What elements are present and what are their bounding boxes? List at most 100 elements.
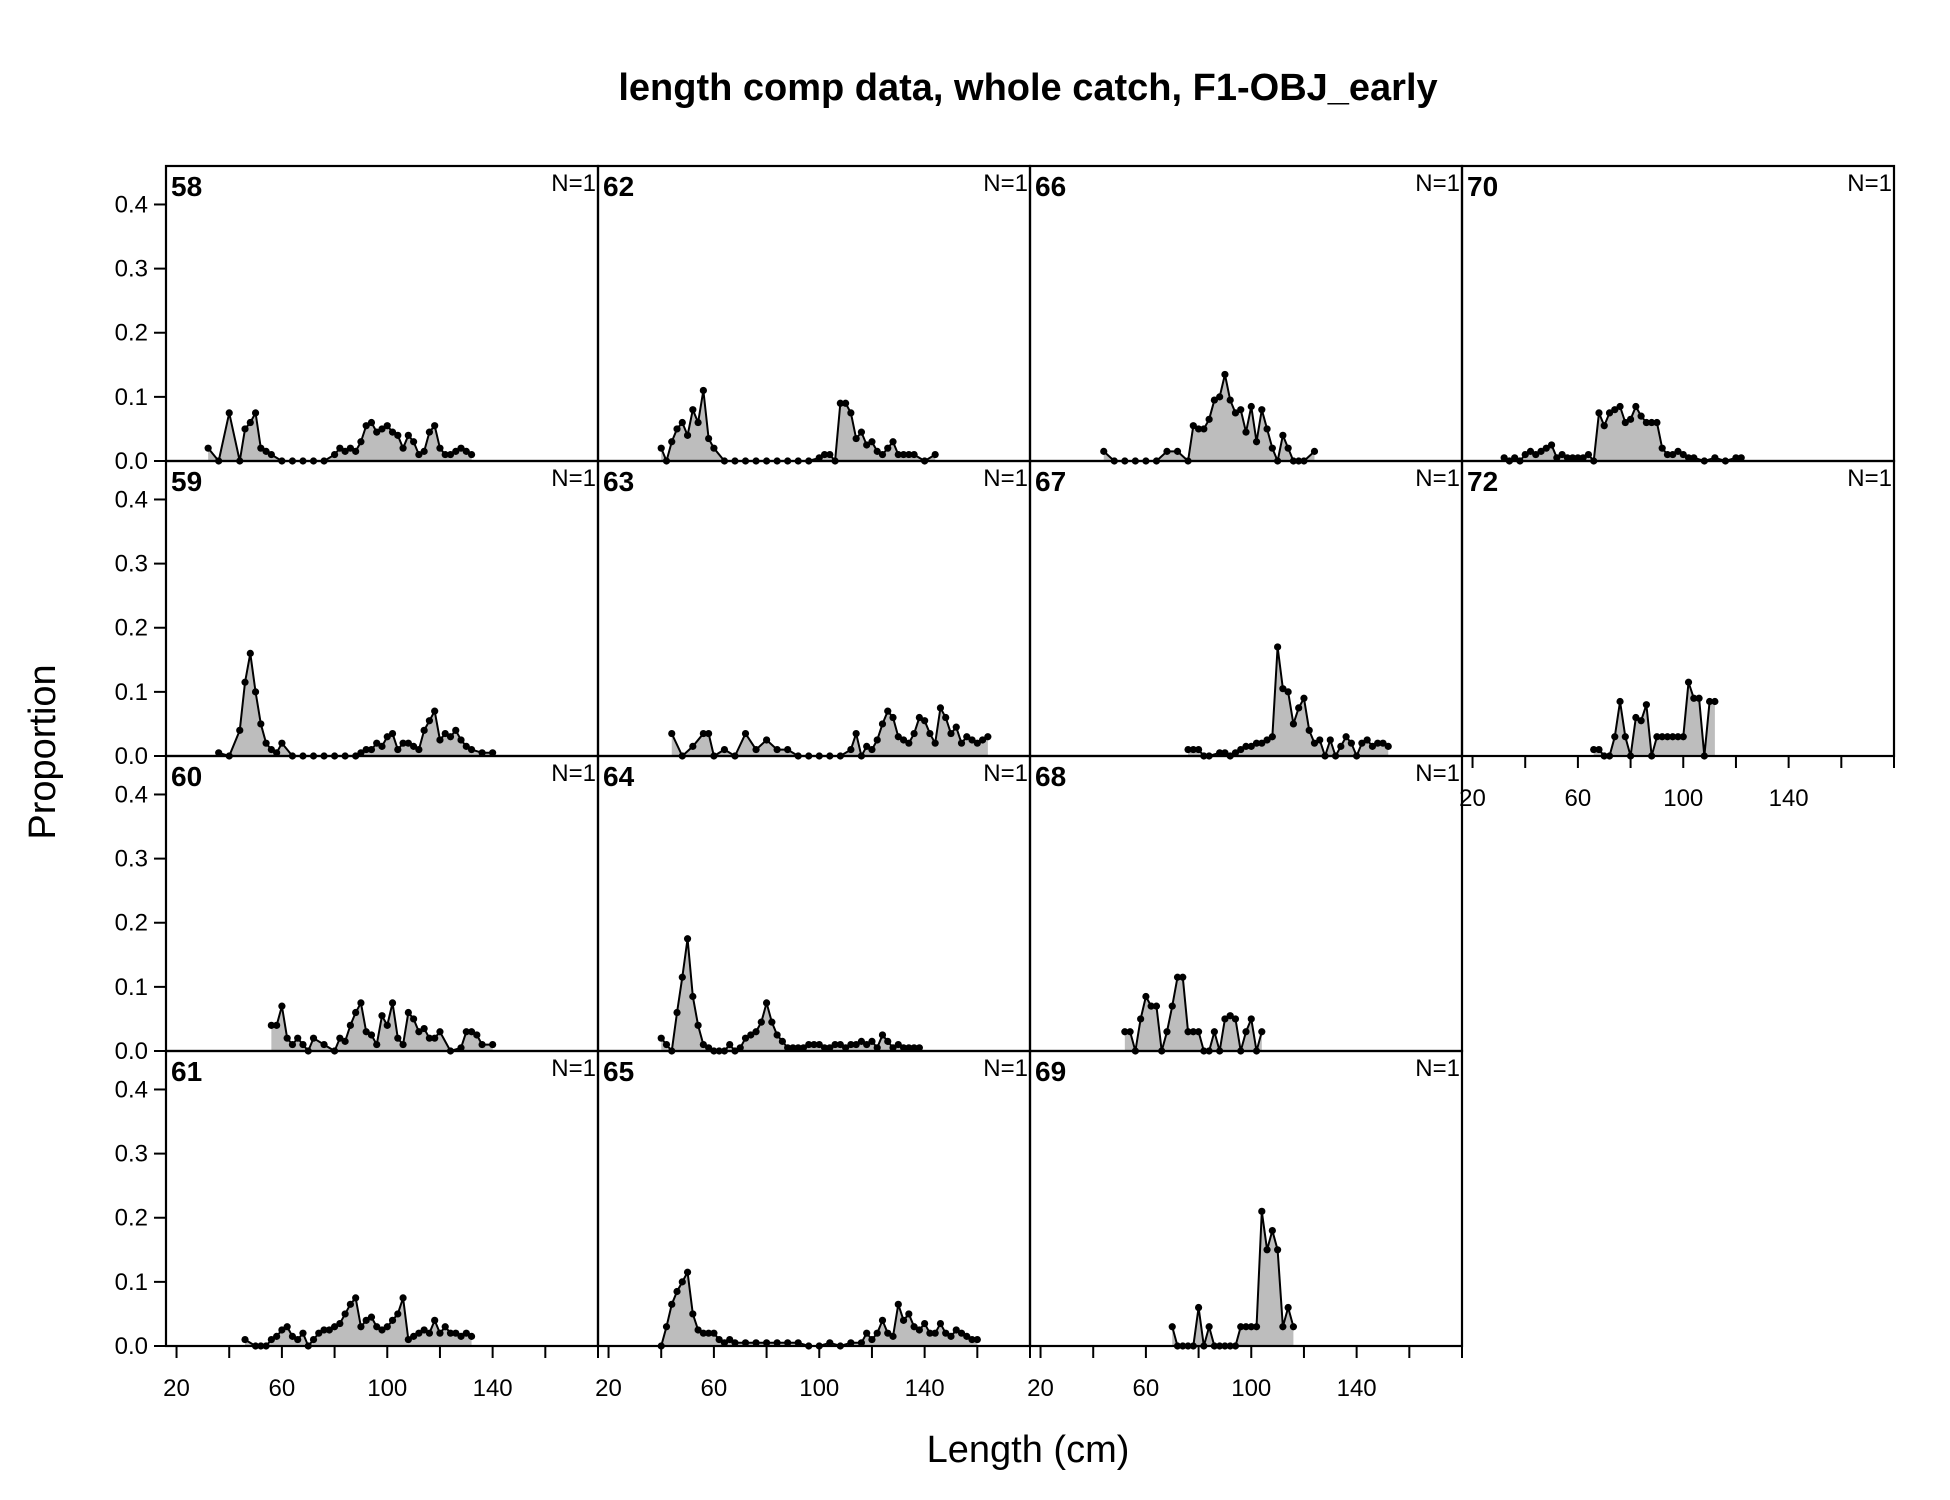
panel-64-point	[810, 1040, 818, 1049]
panel-58-point	[362, 422, 370, 430]
panel-66: 66 N=1	[1028, 164, 1464, 465]
panel-61-point	[378, 1326, 386, 1334]
panel-65-point	[668, 1300, 676, 1308]
panel-63-point	[963, 733, 971, 741]
y-tick-label: 0.4	[115, 191, 148, 218]
panel-72-point	[1695, 694, 1703, 702]
panel-68-year-label: 68	[1035, 761, 1066, 792]
y-tick-label: 0.1	[115, 679, 148, 706]
panel-67-point	[1231, 749, 1240, 757]
panel-66-point	[1231, 409, 1240, 417]
panel-65-point	[662, 1323, 671, 1331]
panel-70-point	[1569, 454, 1577, 462]
panel-61-point	[352, 1294, 360, 1302]
panel-65-point	[689, 1310, 697, 1318]
panel-67-year-label: 67	[1035, 466, 1066, 497]
panel-68-point	[1137, 1015, 1145, 1023]
panel-69-point	[1205, 1323, 1213, 1331]
panel-63-point	[936, 704, 945, 712]
panel-58: 58 N=1 0.0 0.1 0.2 0.3 0.4	[115, 164, 600, 475]
panel-58-year-label: 58	[171, 171, 202, 202]
panel-60-point	[415, 1028, 423, 1036]
panel-65-point	[952, 1326, 960, 1334]
panel-60-point	[410, 1015, 418, 1023]
panel-65-point	[699, 1329, 707, 1337]
panel-72-frame	[1460, 459, 1896, 758]
panel-66-point	[1263, 425, 1271, 433]
panel-62-point	[852, 434, 860, 443]
panel-68-area	[1124, 977, 1262, 1051]
panel-58-point	[262, 447, 270, 455]
panel-58-point	[341, 447, 349, 455]
panel-65-point	[826, 1339, 834, 1347]
panel-58-point	[420, 447, 428, 455]
panel-59-point	[436, 736, 444, 744]
panel-60-point	[309, 1034, 318, 1042]
panel-61-point	[346, 1300, 354, 1308]
panel-61-point	[341, 1310, 349, 1318]
panel-65-point	[905, 1310, 913, 1318]
panel-58-point	[467, 450, 476, 459]
panel-65-point	[921, 1319, 929, 1328]
panel-64-point	[694, 1021, 702, 1029]
panel-62-frame	[596, 164, 1032, 463]
panel-66-point	[1310, 447, 1319, 455]
panel-60-point	[457, 1044, 465, 1052]
panel-63-point	[762, 736, 771, 744]
panel-64-point	[884, 1037, 892, 1045]
panel-64-point	[873, 1044, 881, 1052]
panel-63-point	[720, 745, 729, 754]
panel-67-point	[1247, 742, 1255, 750]
panel-63-point	[978, 736, 987, 744]
panel-64-point	[726, 1040, 734, 1049]
panel-62-point	[910, 450, 918, 459]
x-tick-label: 100	[1663, 785, 1703, 812]
panel-67-point	[1379, 739, 1387, 747]
panel-61-point	[446, 1329, 455, 1337]
panel-61-point	[299, 1329, 307, 1337]
panel-68-point	[1226, 1012, 1234, 1020]
panel-64-point	[705, 1044, 713, 1052]
panel-58-point	[357, 438, 365, 446]
panel-60-point	[341, 1037, 349, 1045]
y-tick-label: 0.3	[115, 256, 148, 283]
panel-61-point	[467, 1332, 476, 1340]
panel-61-point	[309, 1335, 318, 1344]
panel-64-point	[910, 1044, 918, 1052]
panel-66-point	[1221, 370, 1229, 379]
panel-65-point	[694, 1326, 702, 1334]
panel-61-year-label: 61	[171, 1056, 202, 1087]
panel-60-point	[399, 1040, 407, 1049]
panel-60-point	[373, 1040, 381, 1049]
panel-61-point	[278, 1326, 286, 1334]
panel-72-point	[1611, 733, 1619, 741]
panel-63-point	[847, 745, 855, 754]
panel-61-point	[457, 1332, 465, 1340]
panel-67: 67 N=1	[1028, 459, 1464, 760]
panel-60-point	[436, 1028, 444, 1036]
panel-65-point	[963, 1332, 971, 1340]
panel-70-point	[1621, 418, 1629, 427]
panel-59-point	[489, 749, 497, 757]
panel-59-point	[388, 729, 397, 738]
panel-68-point	[1179, 973, 1187, 981]
panel-61-point	[320, 1326, 328, 1334]
panel-62-point	[815, 454, 823, 462]
panel-67-point	[1363, 736, 1371, 744]
panel-60-point	[346, 1021, 354, 1029]
panel-69: 69 N=1 20 60 100 140	[1027, 1049, 1464, 1402]
panel-59-point	[425, 717, 434, 725]
panel-62-year-label: 62	[603, 171, 634, 202]
panel-67-point	[1252, 739, 1261, 747]
panel-65-point	[873, 1329, 881, 1337]
panel-66-point	[1163, 447, 1171, 455]
panel-59-point	[415, 745, 423, 754]
panel-60-point	[336, 1034, 344, 1042]
panel-68-point	[1173, 973, 1182, 981]
panel-59-year-label: 59	[171, 466, 202, 497]
panel-67-point	[1305, 726, 1313, 734]
panel-61-point	[362, 1316, 370, 1324]
panel-58-point	[225, 409, 233, 417]
panel-64-point	[799, 1044, 808, 1052]
